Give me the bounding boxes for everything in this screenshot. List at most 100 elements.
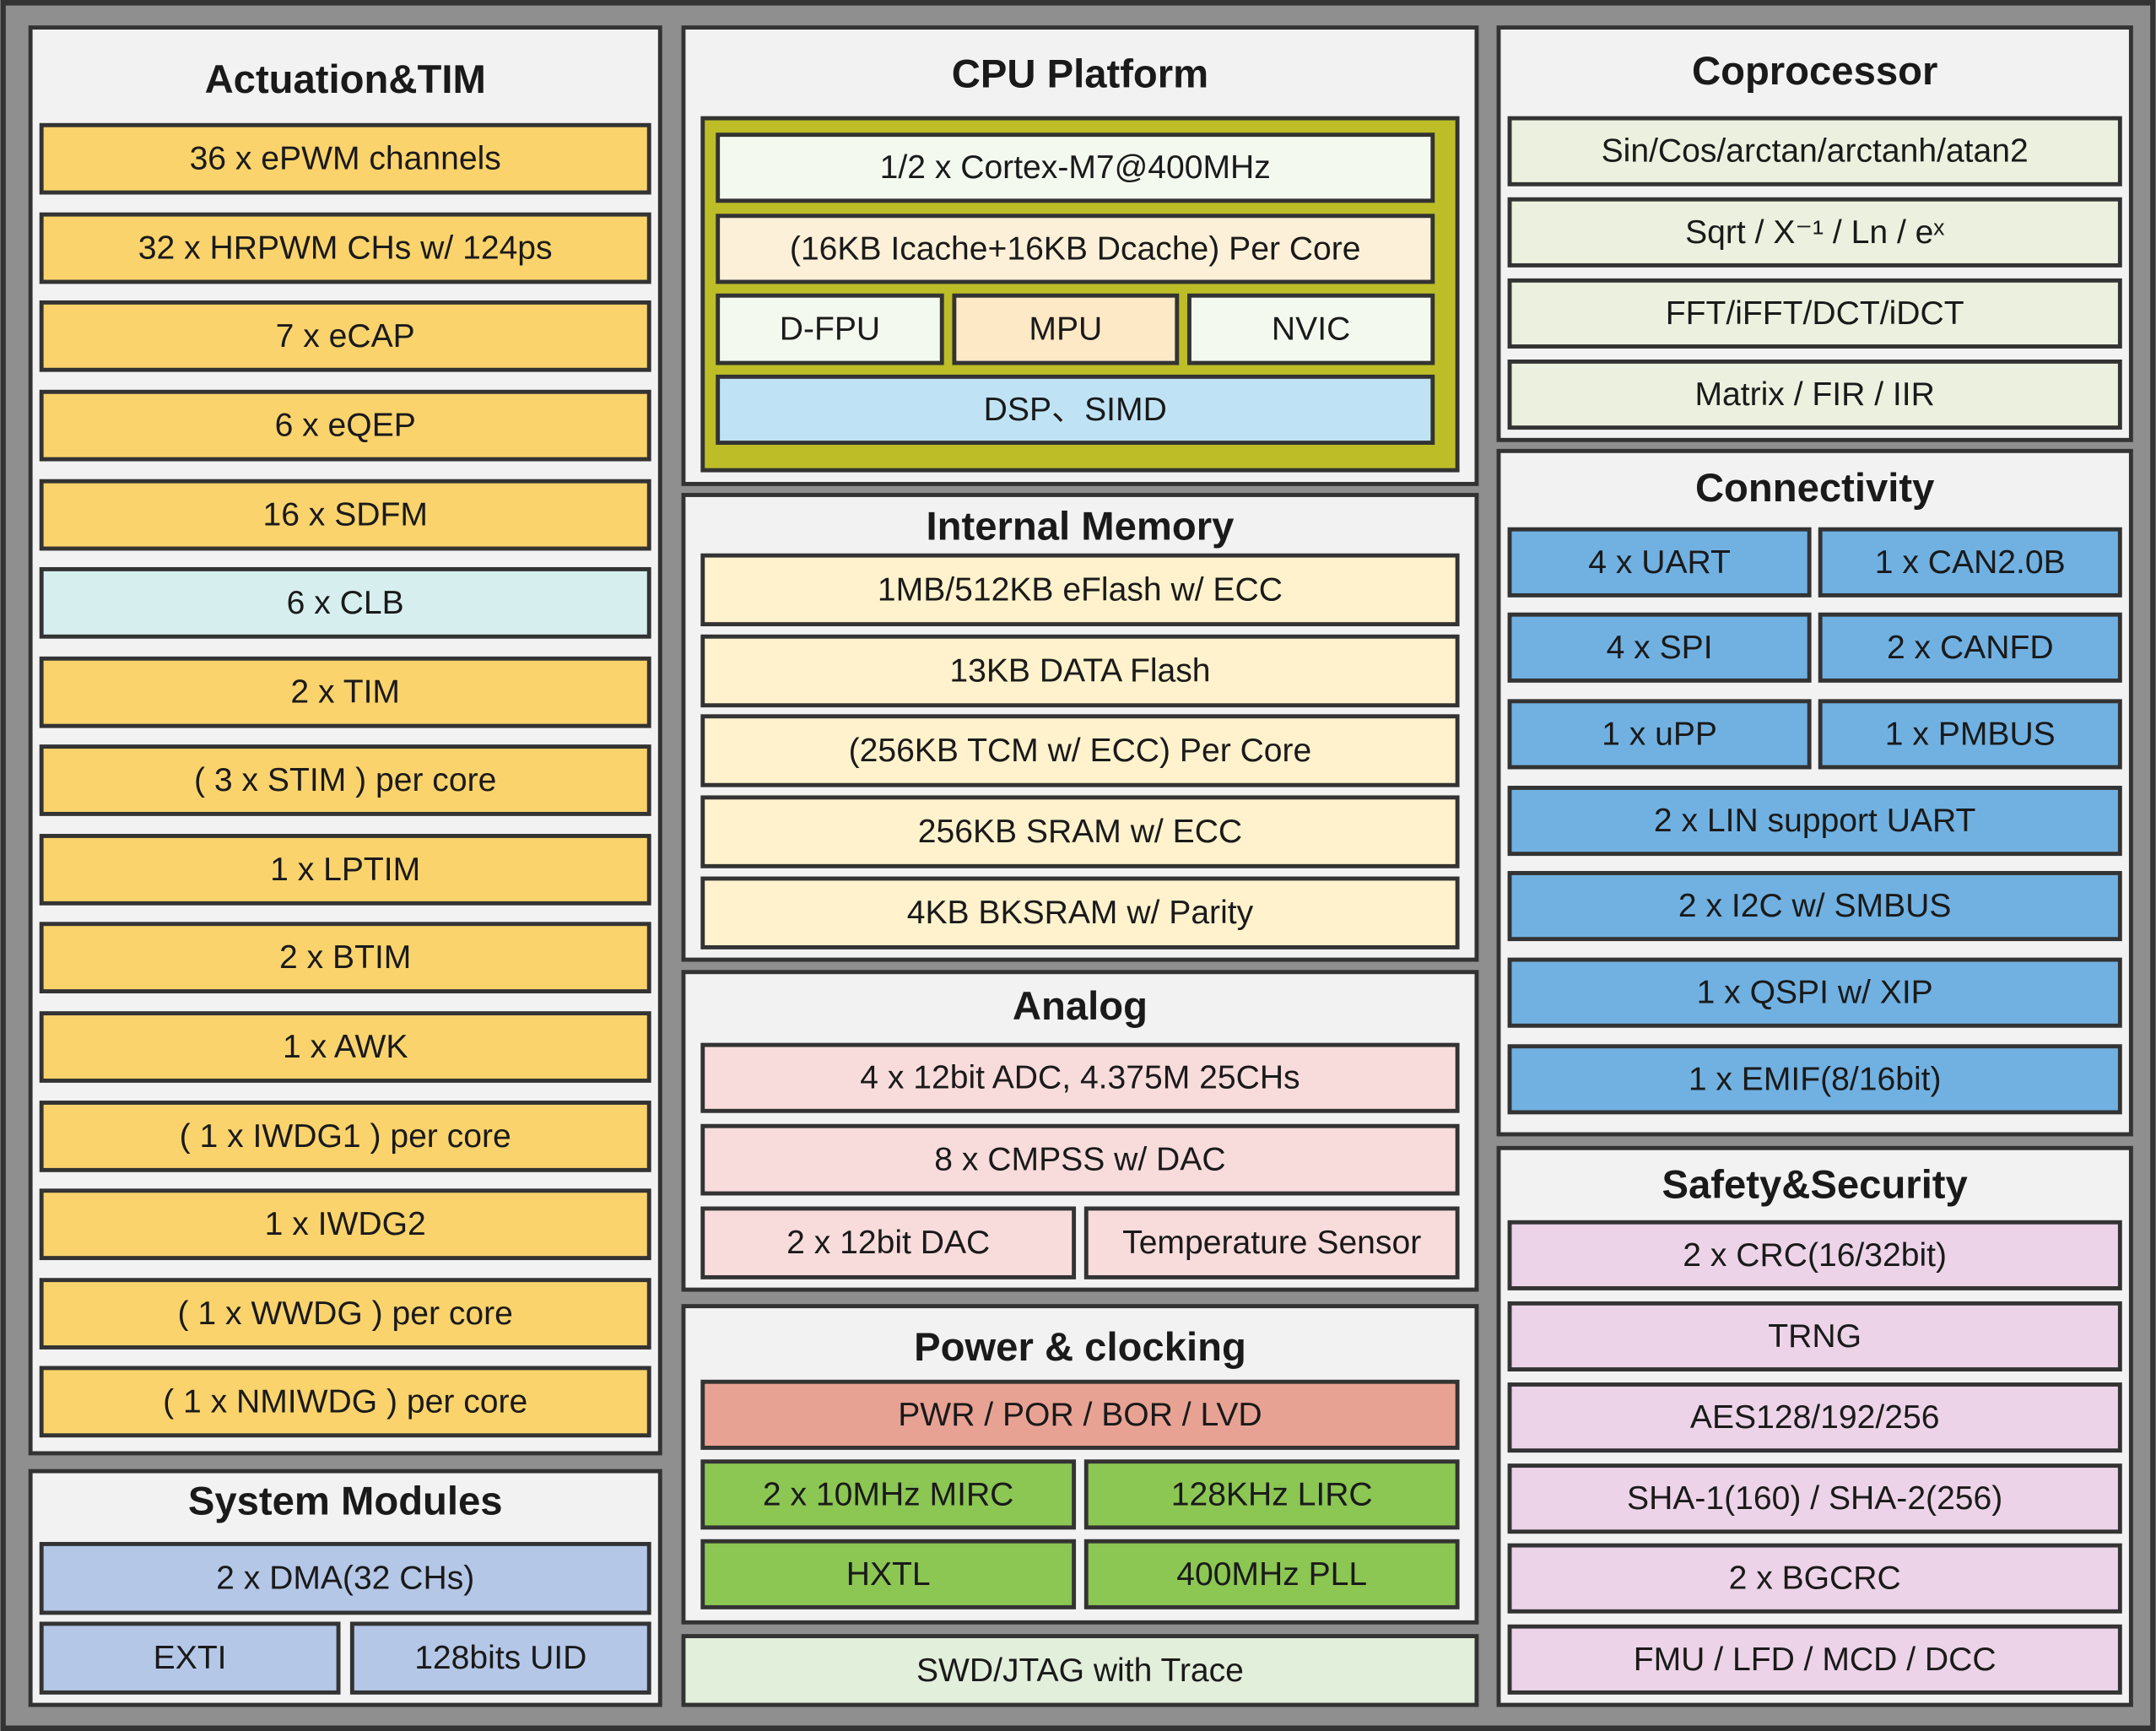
block-label: 400MHz PLL bbox=[1176, 1556, 1367, 1593]
block bbox=[39, 389, 651, 462]
block-label: 1 x CAN2.0B bbox=[1875, 544, 2066, 581]
block bbox=[700, 876, 1460, 949]
block-label: 128bits UID bbox=[414, 1640, 586, 1676]
block-label: D-FPU bbox=[780, 311, 880, 348]
block bbox=[1507, 1382, 2122, 1453]
block bbox=[39, 1366, 651, 1438]
block-label: 4KB BKSRAM w/ Parity bbox=[907, 895, 1254, 931]
block-label: (16KB Icache+16KB Dcache) Per Core bbox=[790, 230, 1361, 267]
block bbox=[1507, 1624, 2122, 1695]
block-label: 1 x EMIF(8/16bit) bbox=[1689, 1061, 1942, 1097]
block-label: 7 x eCAP bbox=[276, 318, 415, 354]
block-label: FFT/iFFT/DCT/iDCT bbox=[1666, 295, 1964, 332]
block bbox=[716, 133, 1435, 203]
block bbox=[1507, 278, 2122, 349]
block bbox=[1507, 360, 2122, 430]
block bbox=[39, 566, 651, 639]
block bbox=[39, 834, 651, 906]
block bbox=[39, 1621, 341, 1695]
panel-title: Analog bbox=[1013, 984, 1148, 1029]
block-label: ( 3 x STIM ) per core bbox=[194, 762, 496, 798]
block-label: 1 x uPP bbox=[1602, 716, 1717, 752]
block bbox=[700, 1379, 1460, 1450]
block bbox=[1507, 699, 1812, 770]
block-label: (256KB TCM w/ ECC) Per Core bbox=[849, 733, 1312, 769]
panel-title: System Modules bbox=[188, 1479, 503, 1523]
block bbox=[1083, 1206, 1460, 1279]
block bbox=[39, 1011, 651, 1083]
panel-title: Coprocessor bbox=[1692, 49, 1937, 94]
footer-block bbox=[681, 1634, 1479, 1707]
block bbox=[700, 1042, 1460, 1113]
block bbox=[716, 293, 944, 365]
block-label: 32 x HRPWM CHs w/ 124ps bbox=[138, 230, 553, 267]
block bbox=[1507, 612, 1812, 683]
block-label: HXTL bbox=[846, 1556, 931, 1593]
block-label: 2 x TIM bbox=[290, 674, 400, 711]
block-label: ( 1 x NMIWDG ) per core bbox=[163, 1383, 527, 1420]
block-label: Matrix / FIR / IIR bbox=[1694, 376, 1934, 413]
block-label: 2 x DMA(32 CHs) bbox=[216, 1561, 474, 1597]
block-label: 2 x BGCRC bbox=[1729, 1561, 1901, 1597]
block bbox=[1507, 527, 1812, 598]
block bbox=[39, 922, 651, 994]
block-label: 4 x SPI bbox=[1607, 630, 1713, 666]
footer-label: SWD/JTAG with Trace bbox=[916, 1653, 1244, 1689]
block bbox=[716, 214, 1435, 284]
block-label: 2 x BTIM bbox=[279, 939, 411, 976]
block bbox=[700, 553, 1460, 627]
block-label: 36 x ePWM channels bbox=[190, 141, 501, 177]
block bbox=[39, 212, 651, 284]
block-label: TRNG bbox=[1768, 1318, 1862, 1355]
block bbox=[1083, 1539, 1460, 1609]
block-label: DSP、SIMD bbox=[984, 392, 1167, 428]
block bbox=[1818, 612, 2122, 683]
block bbox=[952, 293, 1180, 365]
block-label: 2 x 12bit DAC bbox=[786, 1225, 990, 1261]
block-label: FMU / LFD / MCD / DCC bbox=[1634, 1642, 1997, 1678]
panel-title: Safety&Security bbox=[1662, 1163, 1969, 1208]
block bbox=[700, 1539, 1077, 1609]
block bbox=[1187, 293, 1435, 365]
block-label: 1 x LPTIM bbox=[270, 852, 420, 888]
block bbox=[700, 1206, 1077, 1279]
block bbox=[39, 1278, 651, 1350]
block-label: AES128/192/256 bbox=[1690, 1399, 1940, 1436]
block bbox=[39, 1101, 651, 1172]
block-label: 2 x 10MHz MIRC bbox=[763, 1476, 1013, 1512]
block-label: 128KHz LIRC bbox=[1171, 1476, 1373, 1512]
block bbox=[1507, 786, 2122, 857]
block bbox=[1083, 1459, 1460, 1530]
block bbox=[1507, 1044, 2122, 1115]
block-label: 2 x I2C w/ SMBUS bbox=[1678, 888, 1952, 924]
block-label: Temperature Sensor bbox=[1122, 1225, 1421, 1261]
block bbox=[1507, 116, 2122, 187]
block-label: NVIC bbox=[1272, 311, 1350, 348]
block bbox=[39, 1542, 651, 1615]
block bbox=[39, 479, 651, 551]
block-label: 8 x CMPSS w/ DAC bbox=[934, 1142, 1225, 1178]
block bbox=[1818, 527, 2122, 598]
panel-title: Actuation&TIM bbox=[205, 57, 486, 102]
block-label: MPU bbox=[1029, 311, 1102, 348]
block bbox=[39, 1188, 651, 1261]
block-label: 16 x SDFM bbox=[262, 497, 427, 533]
block-label: Sqrt / X⁻¹ / Ln / eˣ bbox=[1685, 214, 1944, 251]
block-label: 2 x CANFD bbox=[1887, 630, 2054, 666]
block bbox=[1507, 1543, 2122, 1614]
panel-title: Internal Memory bbox=[927, 504, 1235, 549]
block-label: 13KB DATA Flash bbox=[949, 652, 1210, 689]
block-label: 1 x PMBUS bbox=[1885, 716, 2056, 752]
block-label: 256KB SRAM w/ ECC bbox=[918, 814, 1242, 850]
block-label: Sin/Cos/arctan/arctanh/atan2 bbox=[1602, 133, 2029, 170]
block bbox=[1507, 871, 2122, 942]
block bbox=[700, 1123, 1460, 1196]
block bbox=[1507, 957, 2122, 1028]
panel-title: CPU Platform bbox=[952, 51, 1208, 96]
block bbox=[1507, 197, 2122, 268]
block-label: 2 x CRC(16/32bit) bbox=[1683, 1237, 1947, 1274]
block-label: SHA-1(160) / SHA-2(256) bbox=[1627, 1480, 2002, 1517]
block bbox=[700, 714, 1460, 787]
